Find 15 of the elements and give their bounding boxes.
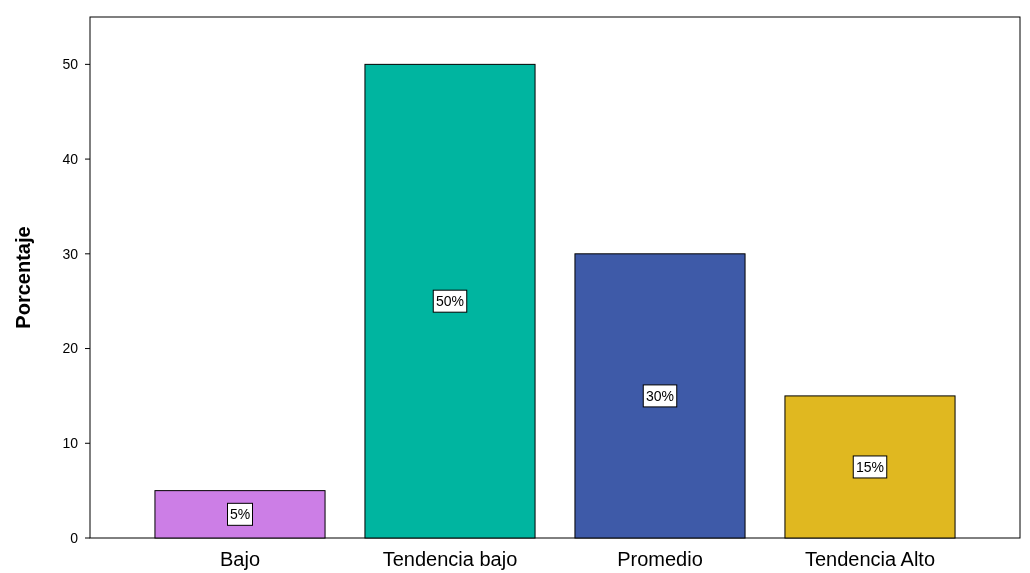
x-tick-label: Promedio: [617, 548, 703, 570]
y-tick-label: 50: [62, 56, 79, 73]
x-tick-label: Tendencia bajo: [382, 548, 518, 570]
y-tick-label: 40: [62, 150, 79, 167]
data-label: 30%: [645, 387, 675, 404]
y-tick-label: 20: [62, 340, 79, 357]
data-label: 5%: [229, 506, 251, 523]
y-axis-title: Porcentaje: [12, 226, 34, 329]
x-tick-label: Tendencia Alto: [804, 548, 936, 570]
data-label: 50%: [435, 293, 465, 310]
y-tick-label: 0: [70, 529, 79, 546]
x-tick-label: Bajo: [219, 548, 261, 570]
y-tick-label: 10: [62, 435, 79, 452]
y-tick-label: 30: [62, 245, 79, 262]
data-label: 15%: [855, 458, 885, 475]
